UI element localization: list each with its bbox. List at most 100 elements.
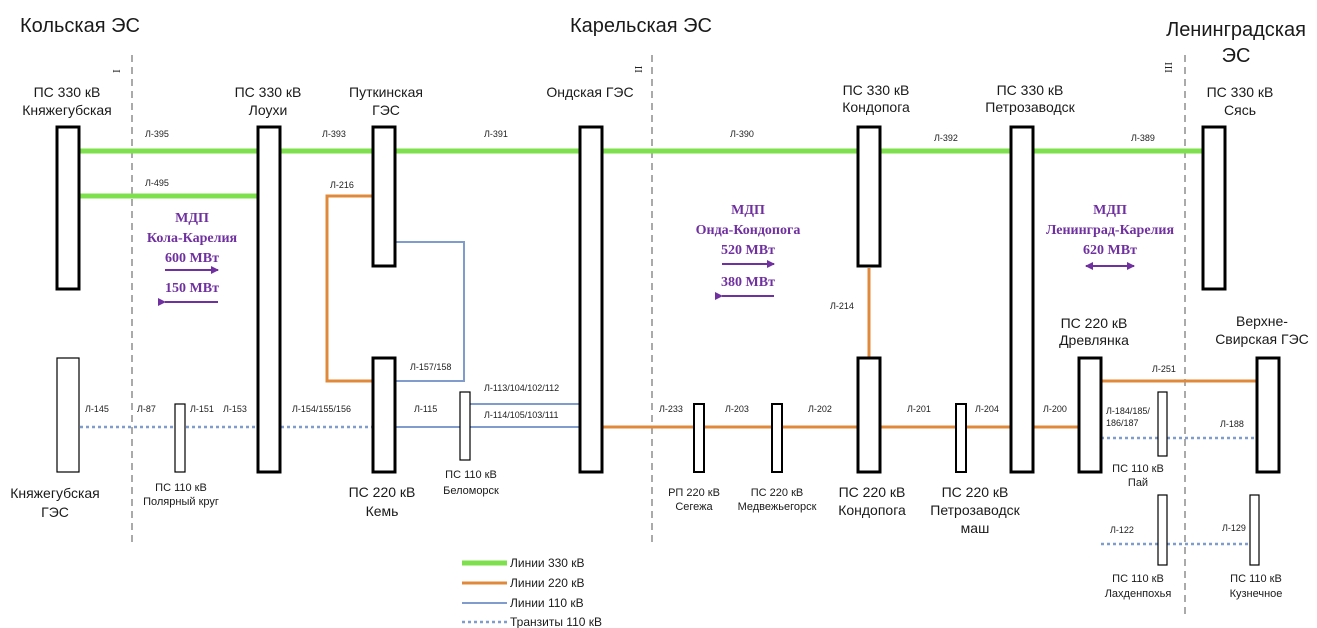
label-l184-1: Л-184/185/ (1106, 406, 1150, 416)
mdp-leningrad-karelia: МДП Ленинград-Карелия 620 МВт (1046, 203, 1175, 270)
bus-kondopoga-220 (856, 356, 882, 474)
system-leningrad-line2: ЭС (1222, 45, 1251, 67)
label-l389: Л-389 (1131, 133, 1155, 143)
mdp-kola-karelia: МДП Кола-Карелия 600 МВт 150 МВт (147, 211, 238, 306)
bus-loukhi (256, 125, 282, 474)
label-medvezhyegorsk-2: Медвежьегорск (738, 501, 817, 513)
label-polyarny-krug-1: ПС 110 кВ (155, 482, 207, 494)
label-segezha-2: Сегежа (675, 501, 713, 513)
legend-label-transit: Транзиты 110 кВ (510, 615, 602, 628)
label-l157: Л-157/158 (410, 362, 451, 372)
label-knyazhegubskaya-ges-2: ГЭС (41, 504, 69, 520)
label-lakhdenpokhya-2: Лахденпохья (1105, 588, 1172, 600)
label-syas-1: ПС 330 кВ (1207, 84, 1274, 100)
label-petrozavodskmash-3: маш (961, 520, 990, 536)
label-l114: Л-114/105/103/111 (484, 410, 558, 420)
system-kola: Кольская ЭС (20, 15, 140, 37)
label-l154: Л-154/155/156 (292, 404, 351, 414)
label-l153: Л-153 (223, 404, 247, 414)
label-l214: Л-214 (830, 301, 854, 311)
label-l87: Л-87 (137, 404, 156, 414)
label-kondopoga-220-1: ПС 220 кВ (839, 484, 906, 500)
label-lakhdenpokhya-1: ПС 110 кВ (1112, 573, 1164, 585)
boundaries: I II III (111, 55, 1186, 615)
bus-ondskaya (578, 125, 604, 474)
label-l113: Л-113/104/102/112 (484, 383, 559, 393)
label-pai-2: Пай (1128, 477, 1148, 489)
label-l145: Л-145 (85, 404, 109, 414)
label-l202: Л-202 (808, 404, 832, 414)
mdp-onda-kondopoga-forward: 520 МВт (721, 243, 775, 258)
mdp-onda-kondopoga: МДП Онда-Кондопога 520 МВт 380 МВт (696, 203, 801, 300)
label-petrozavodskmash-1: ПС 220 кВ (942, 484, 1009, 500)
legend-label-220: Линии 220 кВ (510, 576, 585, 590)
label-kondopoga-330-2: Кондопога (842, 99, 910, 115)
label-l495: Л-495 (145, 178, 169, 188)
label-verkhne-svirskaya-2: Свирская ГЭС (1215, 331, 1309, 347)
bus-polyarny-krug (174, 403, 186, 473)
label-segezha-1: РП 220 кВ (668, 487, 720, 499)
label-l393: Л-393 (322, 129, 346, 139)
label-loukhi-1: ПС 330 кВ (235, 84, 302, 100)
label-l395: Л-395 (145, 129, 169, 139)
bus-lakhdenpokhya (1157, 494, 1168, 566)
label-belomorsk-2: Беломорск (443, 485, 499, 497)
boundary-label-1: I (111, 69, 123, 73)
line-l157 (396, 241, 465, 382)
label-ondskaya: Ондская ГЭС (546, 84, 633, 100)
label-l392: Л-392 (934, 133, 958, 143)
label-l203: Л-203 (725, 404, 749, 414)
label-knyazhegubskaya-ps-1: ПС 330 кВ (34, 84, 101, 100)
bus-knyazhegubskaya-ps (55, 125, 81, 291)
bus-verkhne-svirskaya (1255, 356, 1281, 474)
lines-110kv (396, 241, 580, 428)
label-verkhne-svirskaya-1: Верхне- (1236, 313, 1288, 329)
label-l115: Л-115 (414, 404, 437, 414)
mdp-kola-karelia-forward: 600 МВт (165, 251, 219, 266)
legend-label-330: Линии 330 кВ (510, 556, 585, 570)
system-leningrad-line1: Ленинградская (1166, 19, 1306, 41)
line-labels: Л-395 Л-393 Л-391 Л-390 Л-392 Л-389 Л-49… (85, 129, 1246, 535)
bus-kuznechnoe (1249, 494, 1260, 566)
label-kuznechnoe-2: Кузнечное (1230, 588, 1283, 600)
label-loukhi-2: Лоухи (249, 102, 288, 118)
bus-putkinskaya (371, 125, 397, 268)
station-labels: ПС 330 кВ Княжегубская ПС 330 кВ Лоухи П… (10, 82, 1309, 600)
label-l188: Л-188 (1220, 419, 1244, 429)
label-kem-2: Кемь (366, 503, 399, 519)
mdp-leningrad-karelia-name: Ленинград-Карелия (1046, 223, 1175, 238)
label-l390: Л-390 (730, 129, 754, 139)
mdp-onda-kondopoga-name: Онда-Кондопога (696, 223, 801, 238)
label-l391: Л-391 (484, 129, 508, 139)
mdp-leningrad-karelia-title: МДП (1093, 203, 1127, 218)
label-putkinskaya-2: ГЭС (372, 102, 400, 118)
label-medvezhyegorsk-1: ПС 220 кВ (751, 487, 803, 499)
label-l201: Л-201 (907, 404, 931, 414)
label-kuznechnoe-1: ПС 110 кВ (1230, 573, 1282, 585)
lines-330kv (80, 148, 1203, 199)
label-polyarny-krug-2: Полярный круг (143, 496, 219, 508)
label-kem-1: ПС 220 кВ (349, 484, 416, 500)
bus-drevlyanka (1077, 356, 1103, 474)
label-belomorsk-1: ПС 110 кВ (445, 469, 497, 481)
bus-petrozavodskmash (955, 403, 967, 473)
label-knyazhegubskaya-ps-2: Княжегубская (22, 102, 112, 118)
bus-pai (1157, 391, 1168, 457)
legend-label-110: Линии 110 кВ (510, 596, 584, 610)
lines-220kv (325, 194, 1257, 429)
label-drevlyanka-1: ПС 220 кВ (1061, 315, 1128, 331)
mdp-kola-karelia-reverse: 150 МВт (165, 281, 219, 296)
label-drevlyanka-2: Древлянка (1059, 332, 1129, 348)
label-l200: Л-200 (1043, 404, 1067, 414)
mdp-kola-karelia-name: Кола-Карелия (147, 231, 238, 246)
bus-kem (371, 356, 397, 474)
label-petrozavodskmash-2: Петрозаводск (930, 502, 1020, 518)
bus-kondopoga-330 (856, 125, 882, 268)
legend: Линии 330 кВ Линии 220 кВ Линии 110 кВ Т… (462, 556, 602, 628)
label-petrozavodsk-330-2: Петрозаводск (985, 99, 1075, 115)
label-pai-1: ПС 110 кВ (1112, 463, 1164, 475)
bus-segezha (693, 403, 705, 473)
label-l216: Л-216 (330, 180, 354, 190)
label-kondopoga-330-1: ПС 330 кВ (843, 82, 910, 98)
boundary-label-3: III (1163, 62, 1175, 73)
